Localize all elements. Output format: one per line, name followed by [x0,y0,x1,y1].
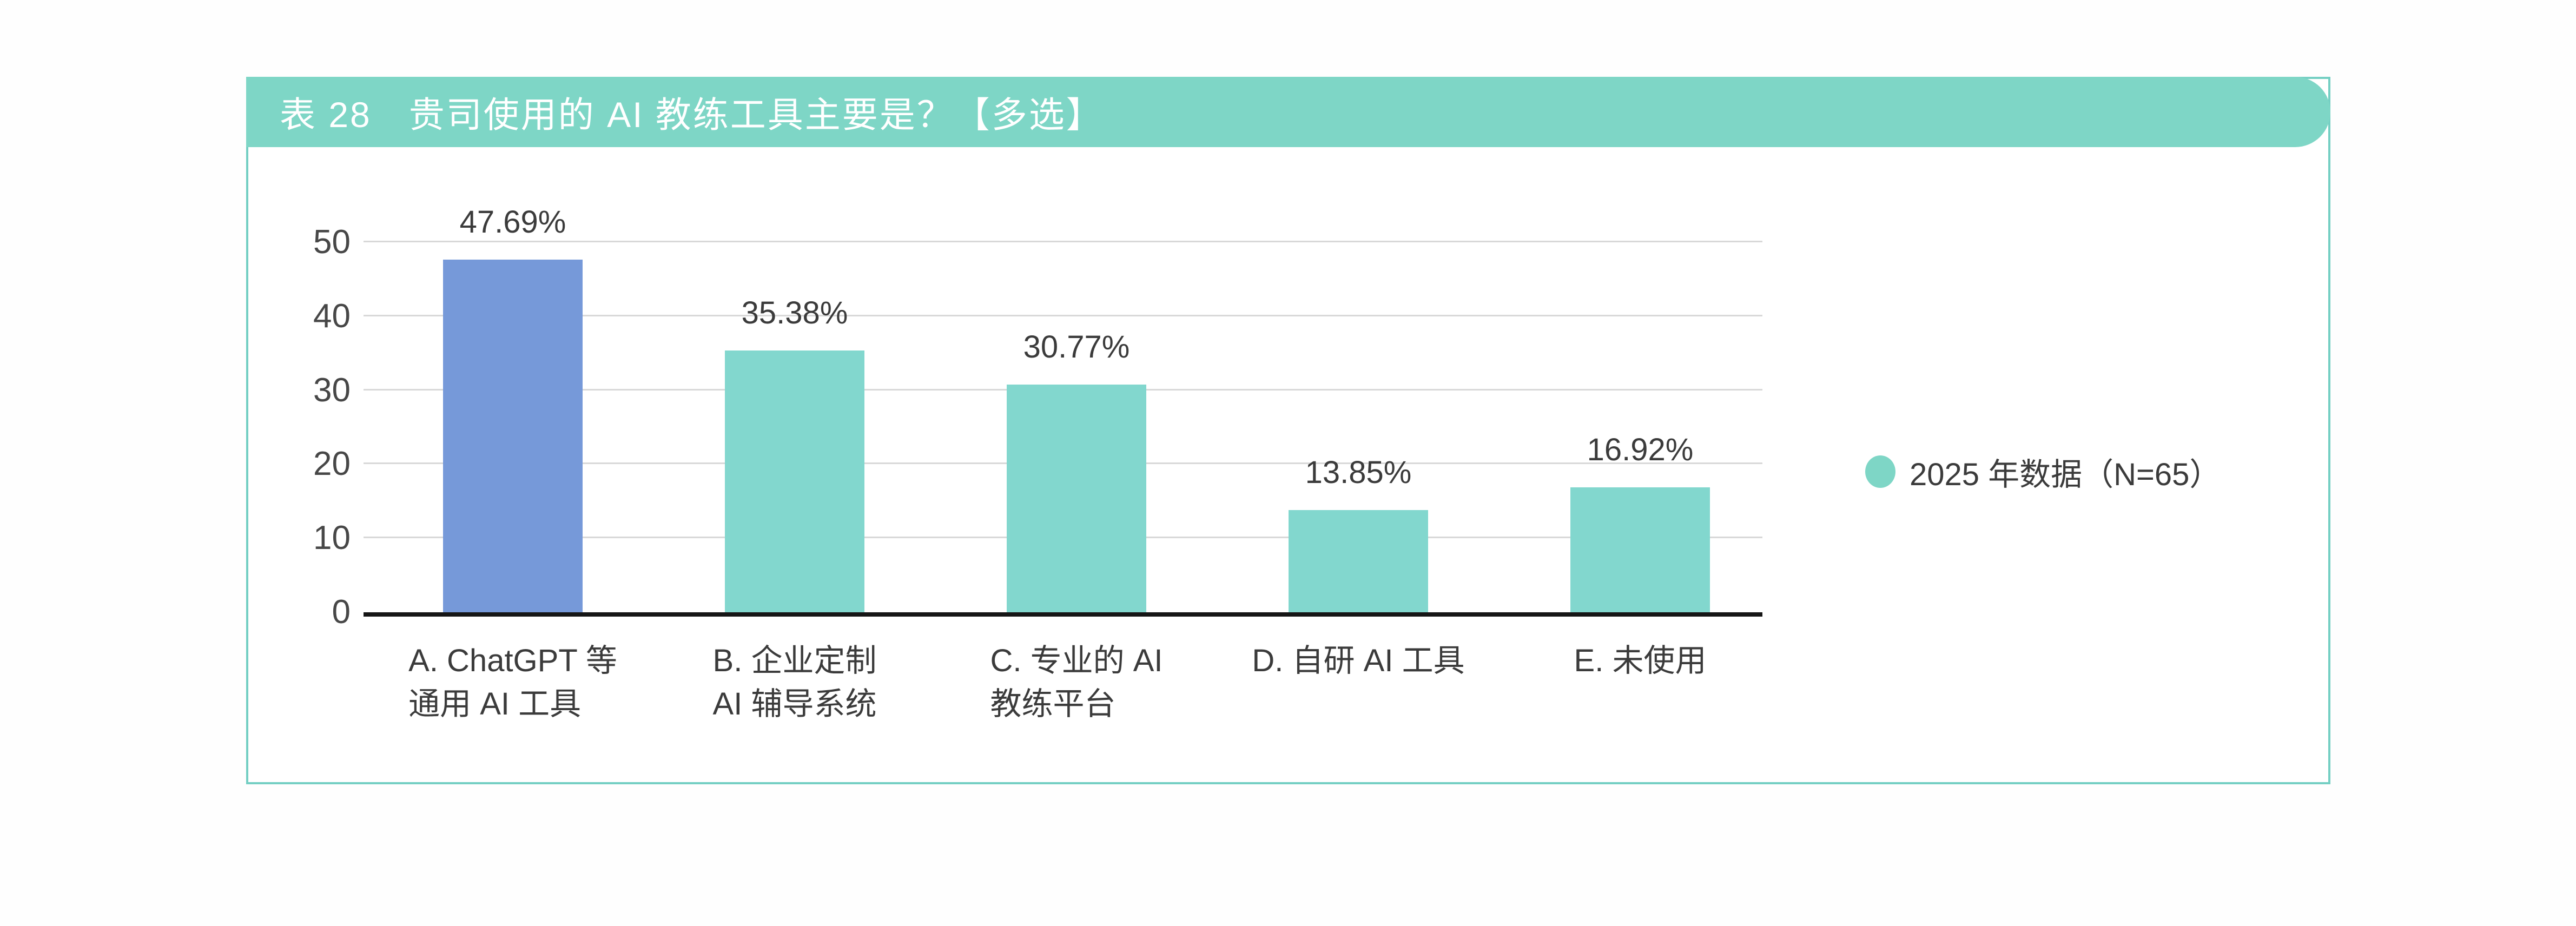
bar-c-pro-coach-platform [1007,385,1146,612]
y-tick-label: 0 [332,593,351,631]
y-tick-label: 20 [313,445,351,483]
gridline [364,241,1762,242]
bar-value-label-b: 35.38% [741,295,848,331]
bar-a-chatgpt-tools [443,259,583,612]
y-tick-label: 10 [313,519,351,557]
bar-column-c: 30.77% [1007,216,1146,612]
legend-dot-icon [1865,455,1895,488]
y-tick-label: 40 [313,297,351,335]
x-axis-label-c: C. 专业的 AI 教练平台 [990,643,1163,722]
bar-value-label-d: 13.85% [1305,454,1412,490]
plot-area: 47.69% 35.38% 30.77% 13.85% 16.92% [364,204,1762,617]
bar-d-inhouse-ai-tools [1289,510,1428,612]
y-tick-label: 50 [313,223,351,261]
bar-value-label-e: 16.92% [1587,432,1694,467]
bar-value-label-c: 30.77% [1023,329,1130,365]
y-axis: 0 10 20 30 40 50 [227,216,351,631]
chart-card [246,77,2330,784]
x-axis-label-d: D. 自研 AI 工具 [1252,643,1465,678]
x-axis-label-a: A. ChatGPT 等 通用 AI 工具 [408,643,617,722]
bar-column-e: 16.92% [1570,216,1710,612]
legend: 2025 年数据（N=65） [1865,449,2221,494]
bar-e-not-used [1570,487,1710,612]
legend-label: 2025 年数据（N=65） [1910,457,2221,492]
x-axis-label-e: E. 未使用 [1574,643,1707,678]
chart-title-bar: 表 28 贵司使用的 AI 教练工具主要是？【多选】 [246,77,2330,147]
bar-column-b: 35.38% [725,216,864,612]
gridline [364,314,1762,316]
bar-column-d: 13.85% [1289,216,1428,612]
chart-title: 表 28 贵司使用的 AI 教练工具主要是？【多选】 [280,95,1104,135]
bar-value-label-a: 47.69% [459,204,566,240]
bar-column-a: 47.69% [443,204,583,612]
bar-b-custom-ai-system [725,350,864,612]
x-axis-label-b: B. 企业定制 AI 辅导系统 [712,643,877,722]
y-tick-label: 30 [313,371,351,409]
